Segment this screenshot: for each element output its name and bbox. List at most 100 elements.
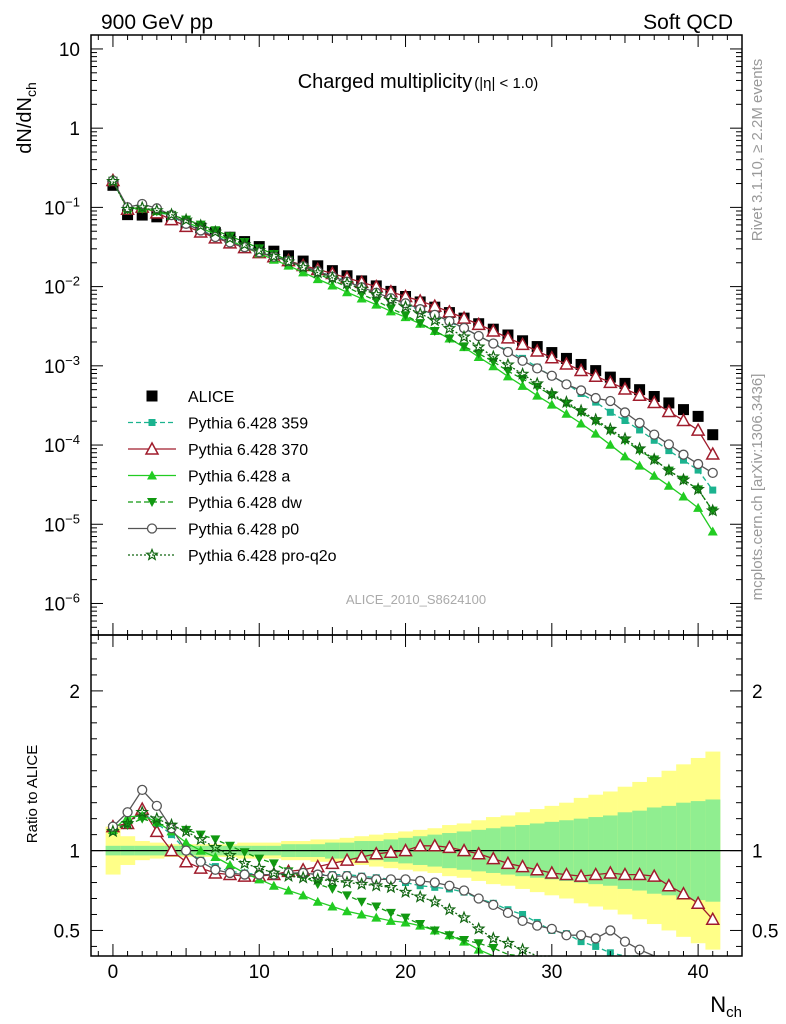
ratio-point	[135, 805, 150, 819]
data-point	[707, 526, 718, 536]
ratio-point	[325, 873, 340, 887]
data-point	[575, 385, 587, 396]
ratio-point	[632, 866, 647, 881]
data-point	[310, 265, 325, 279]
ratio-point	[575, 930, 587, 941]
ratio-point	[486, 851, 501, 865]
ratio-point	[385, 915, 396, 925]
main-y-tick-label: 10−2	[44, 274, 80, 299]
data-point	[588, 412, 603, 426]
data-point	[532, 363, 543, 374]
legend-label: Pythia 6.428 p0	[188, 522, 299, 539]
data-point	[136, 209, 148, 221]
data-point	[384, 293, 398, 307]
data-point	[661, 463, 676, 477]
legend-label: Pythia 6.428 a	[188, 469, 290, 486]
ratio-point	[210, 864, 221, 875]
chart-title-cut: (|η| < 1.0)	[474, 75, 538, 92]
ratio-point	[239, 869, 250, 880]
ratio-y-tick-label: 0.5	[54, 921, 80, 942]
ratio-point	[120, 816, 135, 830]
ratio-point	[239, 848, 250, 858]
ratio-point	[369, 846, 384, 860]
ratio-point	[385, 908, 396, 918]
ratio-point	[180, 845, 192, 856]
ratio-point	[312, 896, 323, 906]
legend: ALICE Pythia 6.428 359 Pythia 6.428 370 Pyt…	[128, 389, 337, 565]
ratio-point	[181, 825, 192, 835]
data-point	[459, 342, 470, 352]
ratio-point	[354, 876, 369, 891]
ratio-point	[296, 870, 311, 884]
data-point	[590, 392, 601, 404]
data-point	[544, 386, 559, 400]
legend-label: Pythia 6.428 359	[188, 416, 308, 433]
x-axis-label: Nch	[710, 992, 742, 1021]
data-point	[164, 207, 179, 221]
main-plot-area	[105, 172, 721, 536]
data-point	[649, 470, 660, 480]
ratio-point	[181, 837, 192, 847]
ratio-point	[224, 841, 235, 851]
data-point	[517, 355, 528, 366]
ratio-point	[151, 800, 162, 812]
main-y-tick-label: 10	[59, 40, 80, 61]
data-point	[678, 449, 689, 460]
legend-marker	[147, 470, 157, 480]
ratio-point	[384, 880, 398, 894]
legend-marker	[144, 441, 160, 455]
ratio-point	[371, 902, 382, 912]
header-left: 900 GeV pp	[101, 11, 213, 34]
ratio-point	[488, 899, 499, 911]
data-point	[546, 399, 557, 409]
ratio-point	[588, 866, 603, 881]
ratio-point	[690, 895, 706, 910]
ratio-point	[603, 865, 618, 879]
ratio-point	[400, 874, 411, 885]
ratio-y-tick-label-right: 1	[752, 842, 763, 863]
ratio-point	[178, 854, 194, 868]
ratio-point	[415, 920, 426, 930]
side-text-top: Rivet 3.1.10, ≥ 2.2M events	[749, 59, 766, 242]
data-point	[385, 304, 396, 314]
ratio-point	[149, 823, 165, 838]
ratio-point	[442, 839, 457, 854]
legend-item: ALICE	[146, 389, 234, 406]
data-point	[690, 422, 706, 436]
data-point	[617, 381, 633, 395]
data-point	[618, 431, 632, 445]
ratio-point	[456, 843, 472, 857]
legend-item: Pythia 6.428 370	[128, 441, 308, 459]
data-point	[266, 249, 281, 263]
ratio-point	[617, 866, 633, 881]
data-point	[605, 439, 616, 449]
data-point	[677, 404, 689, 416]
y-axis-label-main: dN/dNch	[14, 82, 39, 154]
ratio-point	[429, 877, 440, 888]
ratio-point	[415, 875, 426, 887]
data-point	[120, 201, 135, 216]
data-point	[473, 330, 484, 342]
data-point	[705, 446, 721, 460]
ratio-point	[356, 909, 367, 919]
ratio-point	[149, 811, 164, 825]
ratio-point	[705, 911, 721, 926]
ratio-point	[210, 835, 221, 845]
legend-item: Pythia 6.428 359	[128, 416, 308, 433]
ratio-point	[327, 884, 338, 894]
data-point	[705, 503, 720, 517]
data-point	[621, 417, 629, 425]
data-point	[193, 218, 208, 232]
ratio-point	[340, 875, 354, 889]
data-point	[694, 466, 702, 474]
ratio-point	[500, 855, 516, 870]
data-point	[427, 313, 442, 327]
data-point	[210, 226, 221, 236]
data-point	[676, 412, 691, 427]
ratio-point	[457, 910, 471, 924]
ratio-point	[473, 893, 484, 904]
side-text-bottom: mcplots.cern.ch [arXiv:1306.3436]	[749, 374, 766, 601]
data-point	[559, 394, 574, 409]
main-y-tick-exp: −6	[65, 590, 80, 605]
